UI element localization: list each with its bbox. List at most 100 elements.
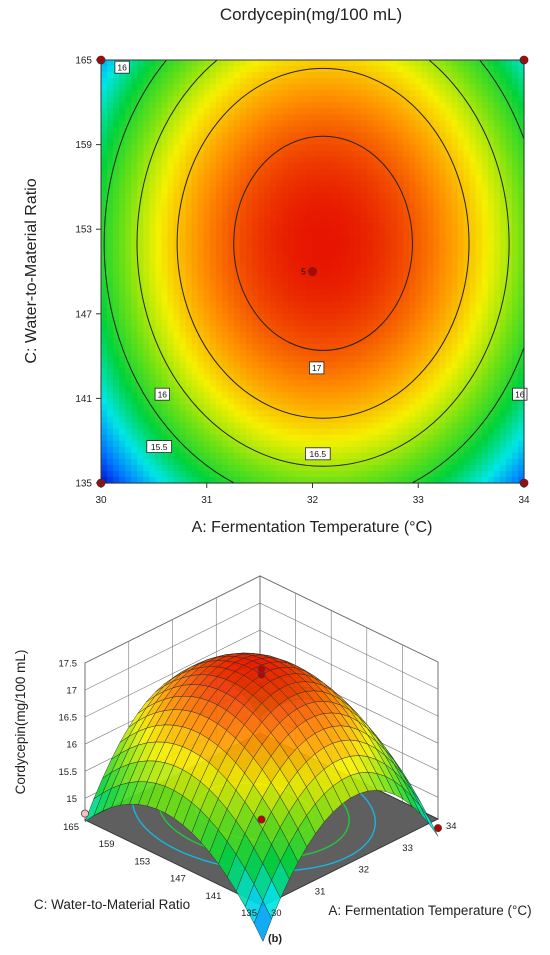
heat-cell [252,138,259,146]
heat-cell [233,337,241,345]
heat-cell [227,217,235,224]
heat-cell [499,162,507,170]
heat-cell [221,410,229,418]
heat-cell [433,434,440,442]
heat-cell [511,102,519,109]
heat-cell [445,458,453,466]
heat-cell [161,198,169,206]
heat-cell [469,168,477,176]
heat-cell [143,102,150,109]
heat-cell [481,186,489,194]
heat-cell [415,416,422,424]
heat-cell [161,253,169,261]
heat-cell [282,132,289,140]
heat-cell [221,144,229,152]
heat-cell [306,428,314,436]
heat-cell [469,410,477,418]
heat-cell [258,235,265,242]
heat-cell [360,120,368,128]
heat-cell [397,205,404,212]
heat-cell [469,223,477,230]
heat-cell [143,283,150,291]
heat-cell [330,374,338,381]
heat-cell [246,205,253,212]
heat-cell [487,289,495,297]
heat-cell [221,66,229,73]
heat-cell [252,144,259,152]
heat-cell [276,138,283,146]
heat-cell [391,362,398,369]
heat-cell [131,307,138,315]
heat-cell [505,96,513,103]
heat-cell [294,223,302,230]
heat-cell [119,301,126,309]
heat-cell [179,211,187,218]
heat-cell [493,253,501,261]
heat-cell [487,60,495,67]
heat-cell [155,102,163,109]
heat-cell [330,217,338,224]
heat-cell [372,150,380,158]
heat-cell [125,156,132,164]
heat-cell [282,446,289,454]
heat-cell [227,404,235,412]
heat-cell [378,476,386,484]
heat-cell [433,337,440,345]
heat-cell [221,350,229,357]
heat-cell [161,223,169,230]
heat-cell [294,416,302,424]
heat-cell [101,102,108,109]
heat-cell [239,132,247,140]
heat-cell [125,446,132,454]
heat-cell [155,205,163,212]
heat-cell [161,114,169,122]
heat-cell [403,66,410,73]
heat-cell [324,259,332,267]
heat-cell [457,295,465,303]
heat-cell [227,301,235,309]
heat-cell [239,253,247,261]
heat-cell [360,156,368,164]
heat-cell [197,283,205,291]
heat-cell [360,301,368,309]
heat-cell [445,392,453,399]
heat-cell [209,398,217,406]
heat-cell [360,247,368,254]
heat-cell [300,223,308,230]
heat-cell [173,259,181,267]
heat-cell [252,319,259,327]
heat-cell [517,380,525,387]
heat-cell [276,337,283,345]
heat-cell [409,211,416,218]
heat-cell [481,217,489,224]
heat-cell [252,344,259,351]
heat-cell [415,168,422,176]
heat-cell [324,289,332,297]
heat-cell [348,452,356,460]
heat-cell [372,446,380,454]
heat-cell [336,78,344,85]
heat-cell [318,440,326,448]
heat-cell [264,283,271,291]
heat-cell [505,452,513,460]
heat-cell [397,307,404,315]
heat-cell [330,368,338,375]
heat-cell [493,265,501,273]
heat-cell [469,422,477,430]
heat-cell [221,156,229,164]
heat-cell [360,223,368,230]
heat-cell [155,301,163,309]
heat-cell [125,138,132,146]
heat-cell [101,132,108,140]
heat-cell [505,386,513,393]
heat-cell [227,458,235,466]
heat-cell [264,235,271,242]
heat-cell [209,410,217,418]
heat-cell [294,217,302,224]
heat-cell [324,60,332,67]
heat-cell [185,72,193,79]
heat-cell [294,428,302,436]
heat-cell [191,180,199,188]
heat-cell [288,192,295,200]
heat-cell [487,416,495,424]
